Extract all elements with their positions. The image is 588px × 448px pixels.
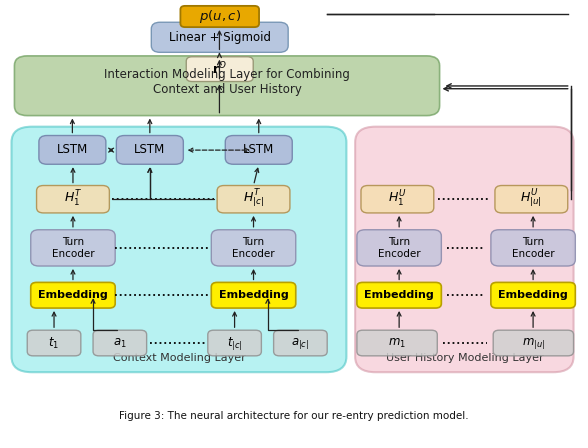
Text: $\mathit{p}(u,c)$: $\mathit{p}(u,c)$ [199, 8, 241, 25]
Text: Embedding: Embedding [364, 290, 434, 300]
FancyBboxPatch shape [39, 135, 106, 164]
FancyBboxPatch shape [217, 185, 290, 213]
FancyBboxPatch shape [491, 230, 575, 266]
Text: Figure 3: The neural architecture for our re-entry prediction model.: Figure 3: The neural architecture for ou… [119, 411, 469, 422]
Text: $a_1$: $a_1$ [113, 336, 126, 349]
Text: $a_{|c|}$: $a_{|c|}$ [291, 336, 309, 350]
Text: User History Modeling Layer: User History Modeling Layer [386, 353, 543, 363]
Text: $m_{|u|}$: $m_{|u|}$ [522, 336, 545, 350]
Text: $H_1^U$: $H_1^U$ [388, 189, 407, 209]
Text: Turn
Encoder: Turn Encoder [52, 237, 94, 258]
Text: $t_{|c|}$: $t_{|c|}$ [227, 335, 242, 352]
FancyBboxPatch shape [208, 330, 262, 356]
Text: LSTM: LSTM [57, 143, 88, 156]
Text: $H_{|c|}^T$: $H_{|c|}^T$ [243, 188, 264, 210]
Text: Embedding: Embedding [219, 290, 288, 300]
FancyBboxPatch shape [181, 6, 259, 27]
FancyBboxPatch shape [151, 22, 288, 52]
FancyBboxPatch shape [116, 135, 183, 164]
Text: LSTM: LSTM [134, 143, 165, 156]
FancyBboxPatch shape [493, 330, 573, 356]
FancyBboxPatch shape [211, 282, 296, 308]
FancyBboxPatch shape [15, 56, 440, 116]
FancyBboxPatch shape [31, 230, 115, 266]
FancyBboxPatch shape [495, 185, 568, 213]
Text: Interaction Modeling Layer for Combining
Context and User History: Interaction Modeling Layer for Combining… [104, 68, 350, 96]
Text: Turn
Encoder: Turn Encoder [378, 237, 420, 258]
Text: Turn
Encoder: Turn Encoder [512, 237, 554, 258]
Text: $m_1$: $m_1$ [388, 336, 406, 349]
FancyBboxPatch shape [361, 185, 434, 213]
FancyBboxPatch shape [225, 135, 292, 164]
FancyBboxPatch shape [357, 230, 442, 266]
Text: Turn
Encoder: Turn Encoder [232, 237, 275, 258]
FancyBboxPatch shape [355, 127, 573, 372]
FancyBboxPatch shape [491, 282, 575, 308]
FancyBboxPatch shape [211, 230, 296, 266]
FancyBboxPatch shape [36, 185, 109, 213]
Text: LSTM: LSTM [243, 143, 275, 156]
FancyBboxPatch shape [357, 282, 442, 308]
Text: $H_1^T$: $H_1^T$ [64, 189, 82, 209]
Text: Embedding: Embedding [498, 290, 568, 300]
Text: Embedding: Embedding [38, 290, 108, 300]
FancyBboxPatch shape [186, 57, 253, 82]
FancyBboxPatch shape [27, 330, 81, 356]
Text: $t_1$: $t_1$ [48, 336, 59, 351]
FancyBboxPatch shape [12, 127, 346, 372]
Text: Context Modeling Layer: Context Modeling Layer [112, 353, 245, 363]
FancyBboxPatch shape [273, 330, 327, 356]
Text: Linear + Sigmoid: Linear + Sigmoid [169, 31, 270, 44]
FancyBboxPatch shape [31, 282, 115, 308]
FancyBboxPatch shape [357, 330, 437, 356]
Text: $\mathbf{r}^O$: $\mathbf{r}^O$ [212, 61, 227, 78]
FancyBboxPatch shape [93, 330, 146, 356]
Text: $H_{|u|}^U$: $H_{|u|}^U$ [520, 188, 542, 210]
